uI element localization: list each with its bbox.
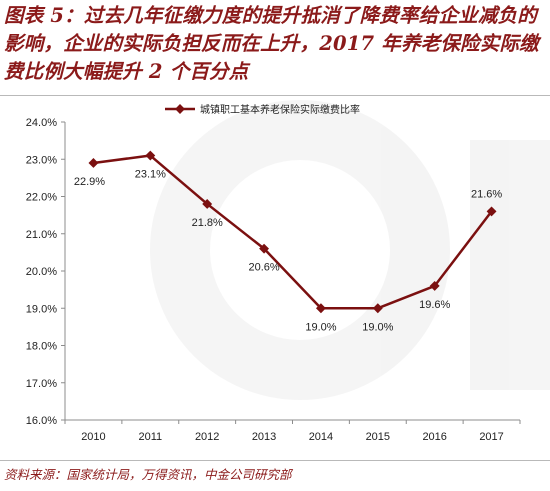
chart-legend: 城镇职工基本养老保险实际缴费比率 (165, 103, 360, 116)
figure-title: 图表 5：过去几年征缴力度的提升抵消了降费率给企业减负的影响，企业的实际负担反而… (4, 4, 539, 83)
data-label: 22.9% (74, 176, 105, 188)
x-tick-label: 2010 (81, 431, 105, 443)
data-point-marker (259, 243, 270, 254)
data-label: 21.8% (192, 217, 223, 229)
y-tick-label: 21.0% (26, 229, 57, 241)
y-tick-label: 18.0% (26, 341, 57, 353)
x-tick-label: 2017 (479, 431, 503, 443)
data-point-marker (429, 280, 440, 291)
y-tick-label: 17.0% (26, 378, 57, 390)
source-note: 资料来源：国家统计局，万得资讯，中金公司研究部 (4, 467, 292, 482)
y-tick-label: 20.0% (26, 266, 57, 278)
legend-marker-swatch (175, 104, 185, 114)
data-label: 19.0% (362, 321, 393, 333)
x-tick-label: 2016 (422, 431, 446, 443)
x-tick-label: 2014 (309, 431, 333, 443)
data-point-marker (145, 150, 156, 161)
data-label: 21.6% (471, 188, 502, 200)
series-line (93, 154, 493, 310)
data-point-marker (486, 206, 497, 217)
y-tick-label: 19.0% (26, 303, 57, 315)
bottom-divider (0, 460, 550, 461)
x-tick-label: 2012 (195, 431, 219, 443)
y-tick-label: 23.0% (26, 154, 57, 166)
data-label: 20.6% (248, 262, 279, 274)
data-point-marker (202, 199, 213, 209)
data-label: 19.6% (419, 299, 450, 311)
data-label: 19.0% (305, 321, 336, 333)
data-point-marker (372, 303, 383, 314)
data-point-marker (315, 303, 326, 314)
data-label: 23.1% (135, 169, 166, 181)
watermark-logo (150, 100, 550, 400)
legend-label: 城镇职工基本养老保险实际缴费比率 (200, 103, 360, 116)
x-tick-label: 2011 (138, 431, 162, 443)
y-tick-label: 22.0% (26, 192, 57, 204)
top-divider (0, 95, 550, 96)
x-tick-label: 2013 (252, 431, 276, 443)
y-tick-label: 16.0% (26, 415, 57, 427)
x-tick-label: 2015 (366, 431, 390, 443)
data-point-marker (88, 158, 99, 168)
y-tick-label: 24.0% (26, 117, 57, 129)
